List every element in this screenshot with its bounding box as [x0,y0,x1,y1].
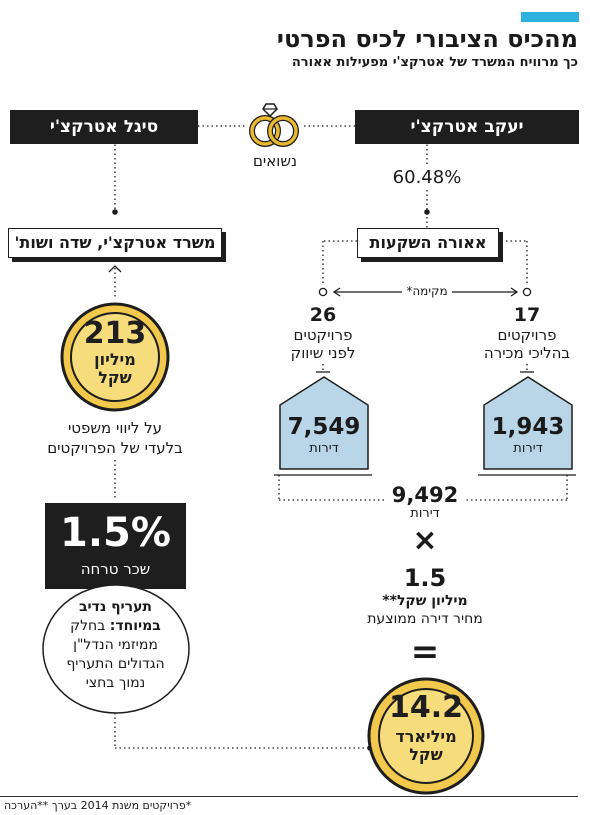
coin-unit-line2: שקל [98,368,132,387]
house-selling-unit: דירות [513,441,543,456]
result-unit-line2: שקל [409,745,443,764]
selling-line2: בהליכי מכירה [483,344,571,362]
pre-market-count: 26 [309,304,337,326]
house-selling [483,376,573,470]
coin-unit-line1: מיליון [94,350,136,369]
wedding-rings-icon [249,103,299,147]
page-title: מהכיס הציבורי לכיס הפרטי [276,25,578,53]
house-pre-market-value: 7,549 [287,414,361,440]
legal-text-line1: על ליווי משפטי [67,419,163,437]
pre-market-line1: פרויקטים [293,326,353,344]
note-bold-1: תעריף נדיב [79,599,152,615]
note-bold-2: במיוחד: [109,618,161,634]
coin-total-value [367,677,485,795]
note-rest-1: בחלק [70,618,106,634]
note-rest-2: ממיזמי הנדל"ן [73,637,158,653]
total-apartments-unit: דירות [410,506,440,521]
pre-market-line2: לפני שיווק [290,344,356,362]
company-box: אאורה השקעות [357,228,499,258]
times-symbol: × [412,523,438,558]
page-subtitle: כך מרוויח המשרד של אטרקצ'י מפעילות אאורה [291,55,578,70]
footer-note: *פרויקטים משנת 2014 בערך **הערכה [4,799,192,812]
equals-symbol: = [410,632,440,672]
result-unit-line1: מיליארד [395,727,457,746]
person-box-yaakov: יעקב אטרקצ'י [355,110,579,144]
selling-count: 17 [513,304,541,326]
price-value: 1.5 [403,564,447,592]
coin-legal-fees [60,302,170,412]
ownership-percent: 60.48% [392,167,462,188]
price-unit: מיליון שקל** [382,593,468,609]
fee-box: 1.5% שכר טרחה [45,503,186,589]
house-selling-value: 1,943 [491,414,565,440]
selling-line1: פרויקטים [497,326,557,344]
person-box-sigal: סיגל אטרקצ'י [10,110,198,144]
footer-rule [0,796,578,797]
total-apartments-value: 9,492 [391,483,459,507]
house-pre-market-unit: דירות [309,441,339,456]
price-label: מחיר דירה ממוצעת [367,611,483,627]
fee-value: 1.5% [60,510,171,556]
legal-text-line2: בלעדי של הפרויקטים [47,439,183,457]
founded-label: מקימה* [406,284,448,298]
note-rest-4: נמוך בחצי [85,675,146,691]
coin-value: 213 [83,316,147,351]
accent-bar [521,12,579,22]
note-circle [42,584,190,714]
note-rest-3: הגדולים התעריף [66,656,165,672]
house-pre-market [279,376,369,470]
married-label: נשואים [252,152,298,170]
note-text: תעריף נדיב במיוחד: בחלק ממיזמי הנדל"ן הג… [45,598,186,693]
law-firm-box: משרד אטרקצ'י, שדה ושות' [8,228,222,258]
fee-label: שכר טרחה [80,560,151,578]
result-value: 14.2 [388,690,464,725]
